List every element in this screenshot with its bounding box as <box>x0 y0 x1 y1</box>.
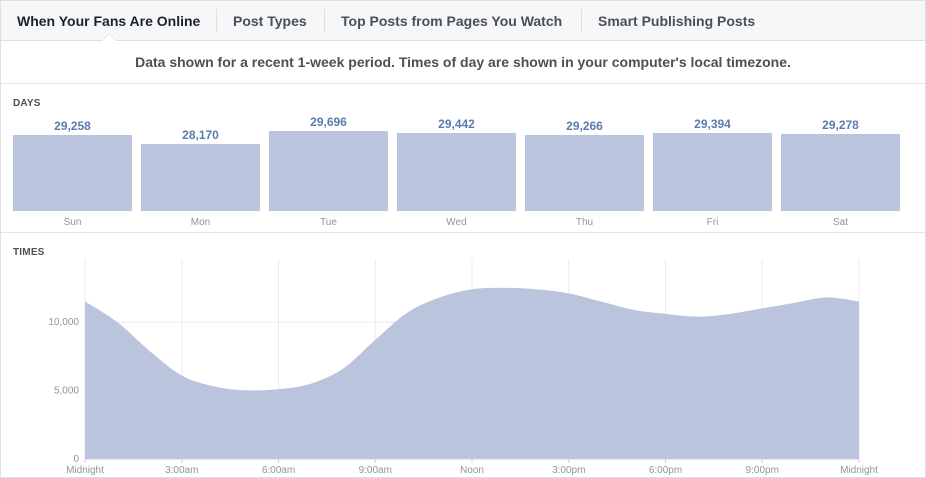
times-area-chart: 0 5,000 10,000 Midnight 3:00am 6:00am 9:00am No… <box>48 259 878 476</box>
day-column-mon: 28,170 Mon <box>141 101 260 231</box>
tab-bar: When Your Fans Are Online Post Types Top… <box>1 1 925 41</box>
day-value-label: 29,258 <box>54 119 91 133</box>
day-axis-label: Fri <box>706 217 719 228</box>
day-bar[interactable] <box>269 131 388 211</box>
x-tick-label: Midnight <box>66 465 104 476</box>
day-bar[interactable] <box>781 134 900 211</box>
day-axis-label: Tue <box>320 217 337 228</box>
day-value-label: 29,278 <box>822 118 859 132</box>
day-value-label: 28,170 <box>182 128 219 142</box>
day-value-label: 29,394 <box>694 117 731 131</box>
x-tick-label: Midnight <box>840 465 878 476</box>
y-tick-label: 5,000 <box>54 386 79 397</box>
x-tick-label: 9:00am <box>359 465 392 476</box>
times-section-title: TIMES <box>13 247 45 258</box>
day-bar[interactable] <box>525 135 644 211</box>
tab-divider <box>216 9 217 33</box>
tab-divider <box>581 9 582 33</box>
day-axis-label: Mon <box>190 217 211 228</box>
day-column-sun: 29,258 Sun <box>13 101 132 231</box>
day-bar[interactable] <box>141 144 260 211</box>
day-column-sat: 29,278 Sat <box>781 101 900 231</box>
day-column-fri: 29,394 Fri <box>653 101 772 231</box>
day-column-wed: 29,442 Wed <box>397 101 516 231</box>
days-section-title: DAYS <box>13 98 41 109</box>
x-tick-label: 6:00am <box>262 465 295 476</box>
day-axis-label: Sat <box>832 217 848 228</box>
tab-post-types[interactable]: Post Types <box>233 13 307 29</box>
x-tick-label: 3:00am <box>165 465 198 476</box>
day-bar[interactable] <box>653 133 772 211</box>
x-tick-label: 6:00pm <box>649 465 682 476</box>
times-area <box>85 287 859 459</box>
x-tick-label: Noon <box>460 465 484 476</box>
day-axis-label: Thu <box>575 217 594 228</box>
tab-when-fans-online[interactable]: When Your Fans Are Online <box>17 13 201 29</box>
tab-divider <box>324 9 325 33</box>
section-divider <box>1 232 925 233</box>
tab-smart-publishing-posts[interactable]: Smart Publishing Posts <box>598 13 756 29</box>
day-axis-label: Sun <box>63 217 82 228</box>
tab-top-posts-pages-you-watch[interactable]: Top Posts from Pages You Watch <box>341 13 563 29</box>
day-bar[interactable] <box>13 135 132 211</box>
day-column-tue: 29,696 Tue <box>269 101 388 231</box>
day-value-label: 29,696 <box>310 115 347 129</box>
day-column-thu: 29,266 Thu <box>525 101 644 231</box>
day-bar[interactable] <box>397 133 516 211</box>
x-tick-label: 3:00pm <box>552 465 585 476</box>
x-tick-label: 9:00pm <box>746 465 779 476</box>
day-axis-label: Wed <box>446 217 467 228</box>
timezone-info-text: Data shown for a recent 1-week period. T… <box>1 42 925 84</box>
day-value-label: 29,442 <box>438 117 475 131</box>
y-tick-label: 10,000 <box>48 317 79 328</box>
y-tick-label: 0 <box>73 454 79 465</box>
day-value-label: 29,266 <box>566 119 603 133</box>
active-tab-caret <box>102 34 116 41</box>
